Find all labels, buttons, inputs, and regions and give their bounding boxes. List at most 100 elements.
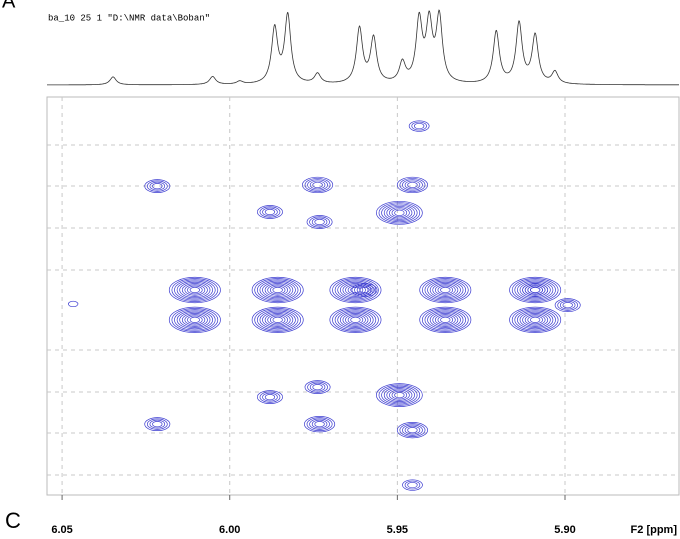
contour-peak — [304, 416, 336, 433]
contour-level — [267, 284, 289, 296]
contour-peak — [304, 380, 331, 394]
contour-level — [527, 285, 543, 295]
x-tick-label: 6.00 — [219, 524, 240, 536]
contour-level — [314, 421, 325, 428]
contour-level — [337, 280, 374, 300]
contour-level — [559, 300, 576, 310]
contour-level — [256, 279, 299, 301]
contour-level — [314, 218, 325, 226]
contour-level — [396, 422, 429, 439]
contour-level — [432, 313, 459, 327]
contour-level — [262, 311, 294, 328]
contour-level — [339, 311, 372, 328]
contour-level — [181, 283, 208, 297]
contour-peak — [302, 176, 334, 194]
contour-level — [356, 285, 373, 295]
contour-level — [304, 380, 331, 394]
contour-peak — [376, 200, 423, 225]
contour-level — [517, 310, 554, 330]
contour-level — [381, 385, 418, 405]
contour-level — [267, 314, 289, 326]
contour-level — [184, 314, 206, 326]
contour-level — [383, 387, 415, 404]
contour-peak — [251, 276, 304, 304]
contour-peak — [68, 300, 79, 308]
contour-level — [386, 205, 413, 220]
contour-level — [168, 276, 221, 304]
contour-level — [149, 419, 166, 429]
contour-level — [522, 283, 549, 297]
contour-level — [262, 281, 294, 299]
panel-label: C — [5, 508, 21, 533]
contour-level — [152, 421, 163, 428]
contour-level — [347, 315, 364, 325]
contour-level — [354, 284, 375, 296]
contour-peak — [144, 417, 171, 432]
contour-level — [530, 316, 541, 323]
contour-peak — [251, 306, 304, 333]
contour-level — [306, 417, 333, 432]
contour-level — [171, 308, 219, 332]
contour-level — [146, 180, 168, 192]
contour-level — [509, 306, 562, 333]
contour-level — [187, 285, 203, 295]
contour-level — [171, 278, 219, 302]
file-label: ba_10 25 1 "D:\NMR data\Boban" — [48, 13, 210, 23]
contour-level — [272, 286, 283, 294]
contour-level — [394, 392, 405, 399]
contour-level — [269, 285, 286, 295]
x-tick-label: 5.90 — [554, 524, 575, 536]
contour-level — [174, 309, 216, 331]
contour-level — [562, 302, 573, 309]
contour-level — [345, 314, 366, 326]
contour-level — [304, 416, 336, 433]
contour-level — [347, 285, 364, 295]
contour-level — [514, 309, 556, 331]
contour-level — [511, 308, 559, 332]
contour-level — [168, 306, 221, 333]
contour-level — [396, 176, 429, 194]
contour-level — [404, 425, 421, 435]
contour-level — [264, 393, 276, 401]
contour-level — [419, 276, 472, 304]
contour-level — [262, 392, 278, 402]
contour-level — [557, 299, 579, 311]
contour-level — [334, 279, 377, 301]
contour-level — [144, 417, 171, 432]
contour-level — [408, 120, 430, 132]
contour-level — [424, 279, 467, 301]
contour-level — [434, 314, 456, 326]
contour-level — [427, 310, 464, 330]
contour-level — [254, 308, 302, 332]
contour-level — [440, 286, 451, 294]
contour-level — [179, 311, 211, 328]
contour-level — [254, 278, 302, 302]
contour-level — [524, 314, 546, 326]
contour-level — [404, 480, 421, 490]
contour-level — [527, 315, 543, 325]
contour-level — [257, 205, 283, 219]
x-tick-label: 6.05 — [51, 524, 72, 536]
contour-level — [184, 284, 206, 296]
contour-level — [332, 278, 379, 302]
contour-level — [424, 309, 467, 331]
contour-level — [332, 308, 379, 332]
contour-level — [421, 278, 469, 302]
contour-level — [264, 313, 291, 327]
contour-level — [378, 384, 421, 406]
contour-peak — [257, 205, 283, 219]
contour-level — [524, 284, 546, 296]
contour-level — [391, 208, 408, 218]
contour-level — [259, 391, 281, 403]
contour-level — [381, 203, 418, 223]
contour-level — [519, 281, 551, 299]
contour-level — [144, 179, 171, 194]
contour-level — [312, 181, 323, 189]
contour-level — [181, 313, 208, 327]
contour-level — [350, 286, 361, 294]
contour-level — [311, 217, 328, 227]
contour-level — [269, 315, 286, 325]
contour-level — [345, 284, 366, 296]
contour-level — [312, 384, 323, 391]
contour-level — [262, 207, 278, 217]
